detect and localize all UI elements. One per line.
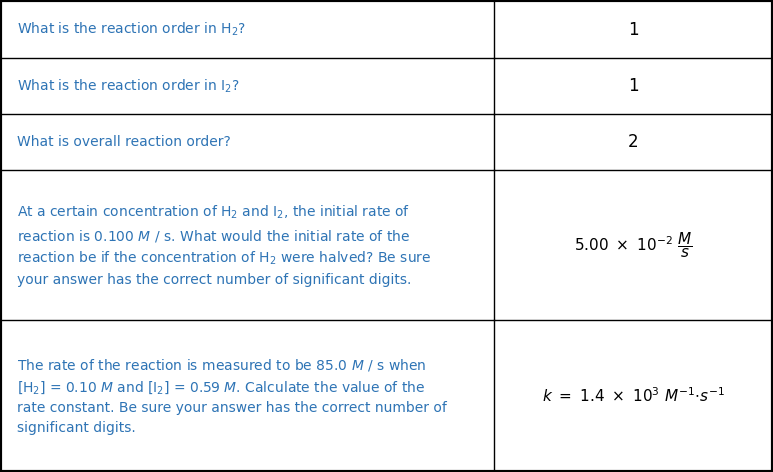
- Text: 2: 2: [628, 133, 638, 151]
- Text: At a certain concentration of H$_2$ and I$_2$, the initial rate of
reaction is 0: At a certain concentration of H$_2$ and …: [17, 204, 431, 287]
- Text: $5.00\ \times\ 10^{-2}\ \dfrac{M}{s}$: $5.00\ \times\ 10^{-2}\ \dfrac{M}{s}$: [574, 230, 692, 260]
- Text: The rate of the reaction is measured to be 85.0 $M$ / s when
[H$_2$] = 0.10 $M$ : The rate of the reaction is measured to …: [17, 356, 447, 435]
- Text: What is overall reaction order?: What is overall reaction order?: [17, 135, 230, 149]
- Text: What is the reaction order in H$_2$?: What is the reaction order in H$_2$?: [17, 21, 246, 38]
- Text: What is the reaction order in I$_2$?: What is the reaction order in I$_2$?: [17, 77, 240, 94]
- Text: 1: 1: [628, 21, 638, 39]
- Text: $k\ =\ 1.4\ \times\ 10^{3}\ M^{-1}{\cdot}s^{-1}$: $k\ =\ 1.4\ \times\ 10^{3}\ M^{-1}{\cdot…: [542, 386, 724, 405]
- Text: 1: 1: [628, 77, 638, 95]
